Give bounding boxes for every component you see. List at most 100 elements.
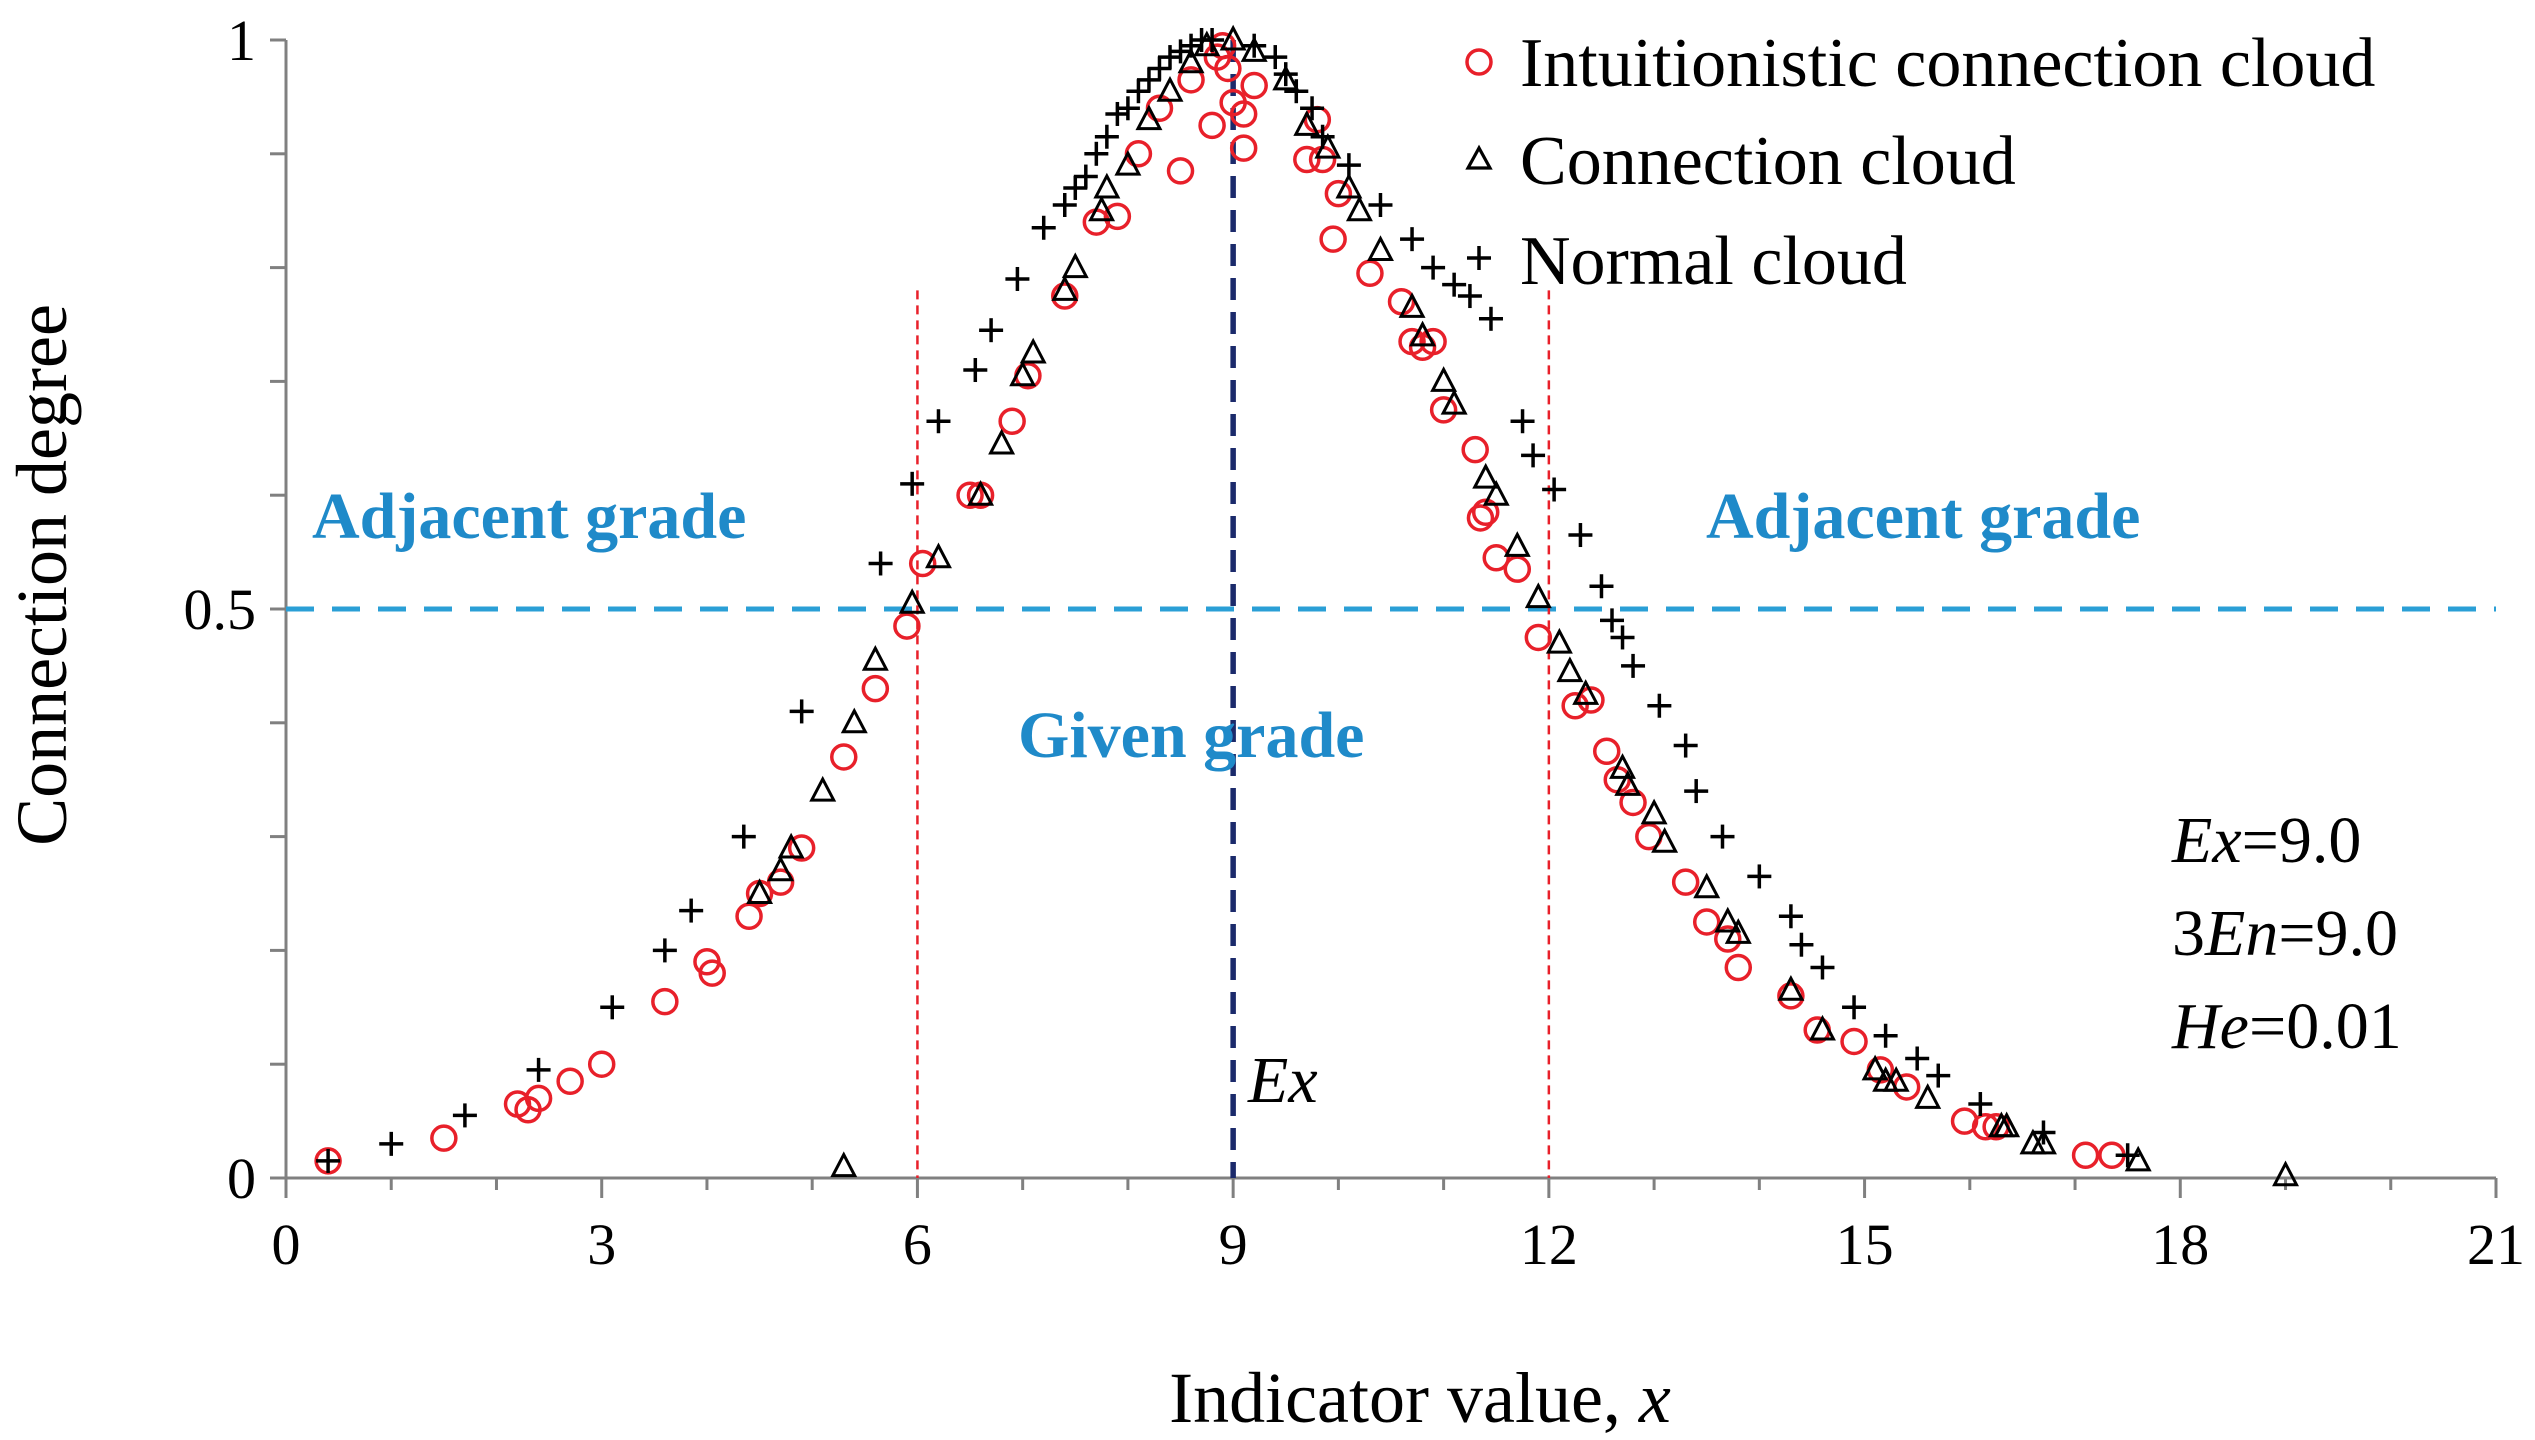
point-normal — [1810, 955, 1835, 980]
point-normal — [452, 1103, 477, 1128]
point-normal — [1400, 227, 1425, 252]
point-normal — [900, 471, 925, 496]
region-label-center: Given grade — [1018, 699, 1364, 772]
point-connection — [967, 479, 995, 506]
point-normal — [1115, 96, 1140, 121]
point-connection — [1993, 1111, 2021, 1138]
x-tick-label: 18 — [2151, 1212, 2209, 1277]
point-normal — [1873, 1023, 1898, 1048]
point-connection — [1345, 195, 1373, 222]
x-tick-label: 3 — [587, 1212, 616, 1277]
region-label-right: Adjacent grade — [1706, 480, 2140, 553]
point-connection — [1640, 798, 1668, 825]
x-axis-title: Indicator value, x — [1169, 1358, 1671, 1438]
point-intuitionistic — [1724, 953, 1753, 982]
point-intuitionistic — [1177, 66, 1205, 94]
point-intuitionistic — [430, 1124, 458, 1152]
guide-lines — [286, 40, 2496, 1178]
point-connection — [1051, 275, 1079, 301]
point-connection — [1335, 172, 1363, 199]
point-normal — [963, 358, 988, 383]
point-connection — [840, 707, 868, 734]
point-connection — [1572, 679, 1600, 705]
point-connection — [1061, 252, 1089, 279]
point-intuitionistic — [556, 1067, 584, 1096]
point-intuitionistic — [998, 407, 1026, 435]
point-normal — [1073, 164, 1098, 189]
point-normal — [1442, 272, 1467, 297]
point-connection — [1714, 906, 1742, 933]
point-normal — [2115, 1143, 2140, 1168]
point-connection — [1609, 753, 1637, 779]
point-connection — [2272, 1160, 2300, 1187]
point-normal — [1368, 193, 1393, 218]
legend-circle-marker — [1465, 48, 1493, 76]
point-normal — [979, 318, 1004, 343]
point-normal — [2031, 1120, 2056, 1145]
point-intuitionistic — [1619, 788, 1647, 817]
point-normal — [1621, 653, 1646, 678]
point-normal — [868, 551, 893, 576]
point-intuitionistic — [1692, 908, 1721, 936]
point-normal — [1478, 306, 1503, 331]
point-normal — [1510, 409, 1535, 434]
point-normal — [652, 938, 677, 963]
point-intuitionistic — [1240, 71, 1268, 100]
point-normal — [926, 409, 951, 434]
point-connection — [861, 644, 889, 671]
point-connection — [1240, 36, 1268, 62]
point-connection — [1472, 462, 1500, 489]
point-connection — [1724, 918, 1752, 944]
point-connection — [1019, 337, 1047, 364]
point-connection — [777, 832, 805, 859]
point-normal — [1710, 824, 1735, 849]
point-normal — [1136, 67, 1161, 92]
x-tick-label: 12 — [1520, 1212, 1578, 1277]
point-normal — [1168, 39, 1193, 64]
point-connection — [1135, 104, 1163, 131]
point-intuitionistic — [908, 549, 937, 578]
point-connection — [2124, 1145, 2152, 1172]
point-connection — [767, 855, 795, 882]
point-intuitionistic — [587, 1050, 616, 1078]
point-normal — [1158, 45, 1182, 70]
point-intuitionistic — [1561, 691, 1589, 720]
x-tick-label: 21 — [2467, 1212, 2525, 1277]
point-normal — [1063, 175, 1088, 200]
point-normal — [731, 824, 756, 849]
point-intuitionistic — [1577, 686, 1605, 714]
point-intuitionistic — [1293, 145, 1321, 174]
point-normal — [316, 1148, 341, 1173]
point-normal — [1242, 33, 1267, 58]
point-intuitionistic — [1229, 134, 1258, 162]
point-connection — [1156, 75, 1184, 102]
point-intuitionistic — [1429, 396, 1458, 424]
data-marks — [314, 24, 2300, 1187]
y-tick-label: 0 — [227, 1146, 256, 1211]
legend-triangle-marker — [1465, 144, 1493, 170]
param-he: He=0.01 — [2171, 990, 2402, 1063]
point-connection — [1882, 1066, 1910, 1092]
legend-label-connection: Connection cloud — [1520, 123, 2016, 200]
x-tick-label: 9 — [1219, 1212, 1248, 1277]
point-intuitionistic — [1461, 435, 1489, 464]
point-normal — [1778, 904, 1803, 929]
point-normal — [1542, 477, 1567, 502]
point-intuitionistic — [1198, 111, 1226, 140]
x-tick-label: 6 — [903, 1212, 932, 1277]
point-connection — [1545, 627, 1573, 654]
point-normal — [679, 898, 704, 923]
point-connection — [988, 428, 1016, 455]
point-intuitionistic — [1482, 544, 1510, 572]
point-normal — [1673, 733, 1698, 758]
param-en: 3En=9.0 — [2172, 897, 2398, 970]
legend: Intuitionistic connection cloud Connecti… — [1465, 25, 2375, 300]
point-intuitionistic — [1592, 737, 1621, 765]
ex-line-label: Ex — [1247, 1044, 1318, 1117]
point-connection — [1293, 110, 1321, 136]
point-intuitionistic — [1971, 1113, 2000, 1141]
point-intuitionistic — [1419, 327, 1447, 356]
point-normal — [1684, 779, 1709, 804]
point-intuitionistic — [1466, 504, 1495, 532]
